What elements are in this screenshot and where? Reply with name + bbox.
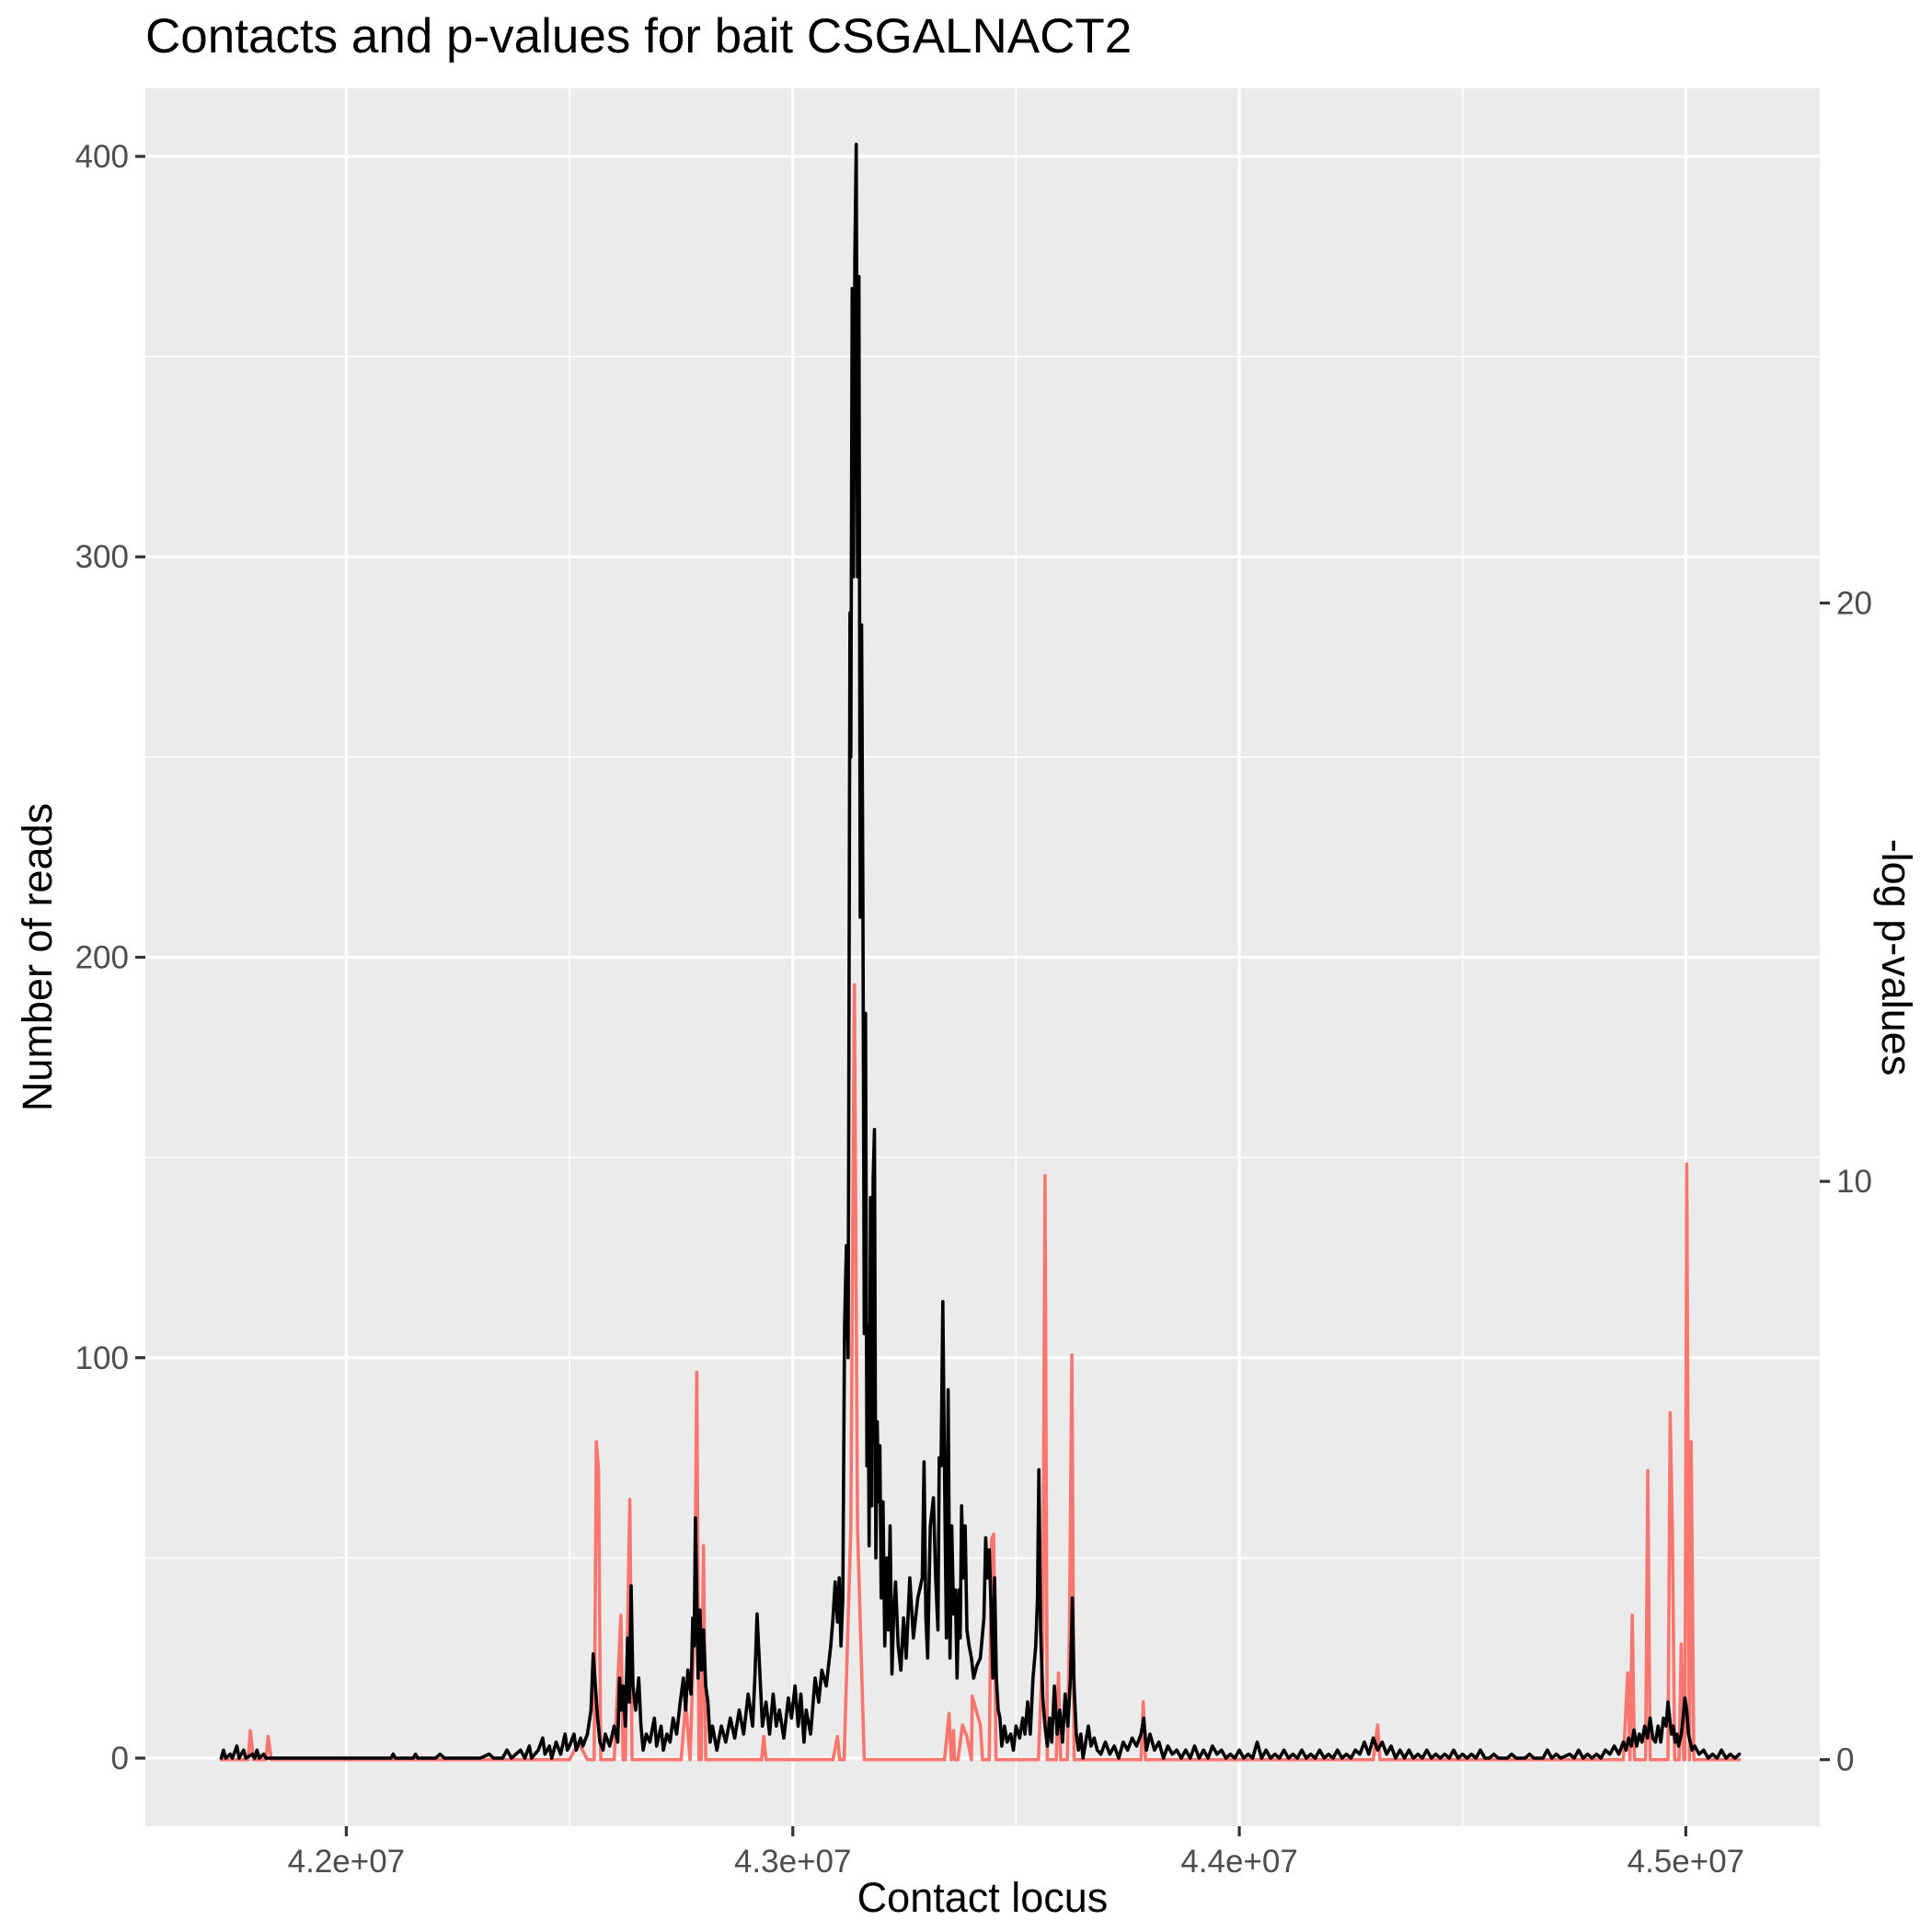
- x-tick-label: 4.2e+07: [288, 1844, 406, 1880]
- reads-line: [219, 143, 1742, 1760]
- series-layer: [219, 143, 1742, 1762]
- x-axis-title: Contact locus: [857, 1874, 1109, 1921]
- y-tick-label: 200: [75, 940, 129, 976]
- y-axis-left: 0 100 200 300 400: [75, 139, 145, 1777]
- y-axis-right: 0 10 20: [1820, 585, 1872, 1778]
- y-tick-label: 0: [111, 1741, 129, 1777]
- y2-tick-label: 10: [1836, 1164, 1872, 1200]
- x-tick-label: 4.4e+07: [1180, 1844, 1298, 1880]
- y2-tick-label: 0: [1836, 1742, 1854, 1778]
- y2-tick-label: 20: [1836, 585, 1872, 621]
- y-tick-label: 400: [75, 139, 129, 175]
- x-axis: 4.2e+07 4.3e+07 4.4e+07 4.5e+07: [288, 1826, 1745, 1880]
- x-tick-label: 4.3e+07: [734, 1844, 852, 1880]
- y-axis-title: Number of reads: [14, 803, 61, 1111]
- x-tick-label: 4.5e+07: [1627, 1844, 1745, 1880]
- y-tick-label: 100: [75, 1340, 129, 1376]
- y2-axis-title: -log p-values: [1873, 839, 1920, 1076]
- y-tick-label: 300: [75, 539, 129, 575]
- chart-title: Contacts and p-values for bait CSGALNACT…: [145, 9, 1132, 63]
